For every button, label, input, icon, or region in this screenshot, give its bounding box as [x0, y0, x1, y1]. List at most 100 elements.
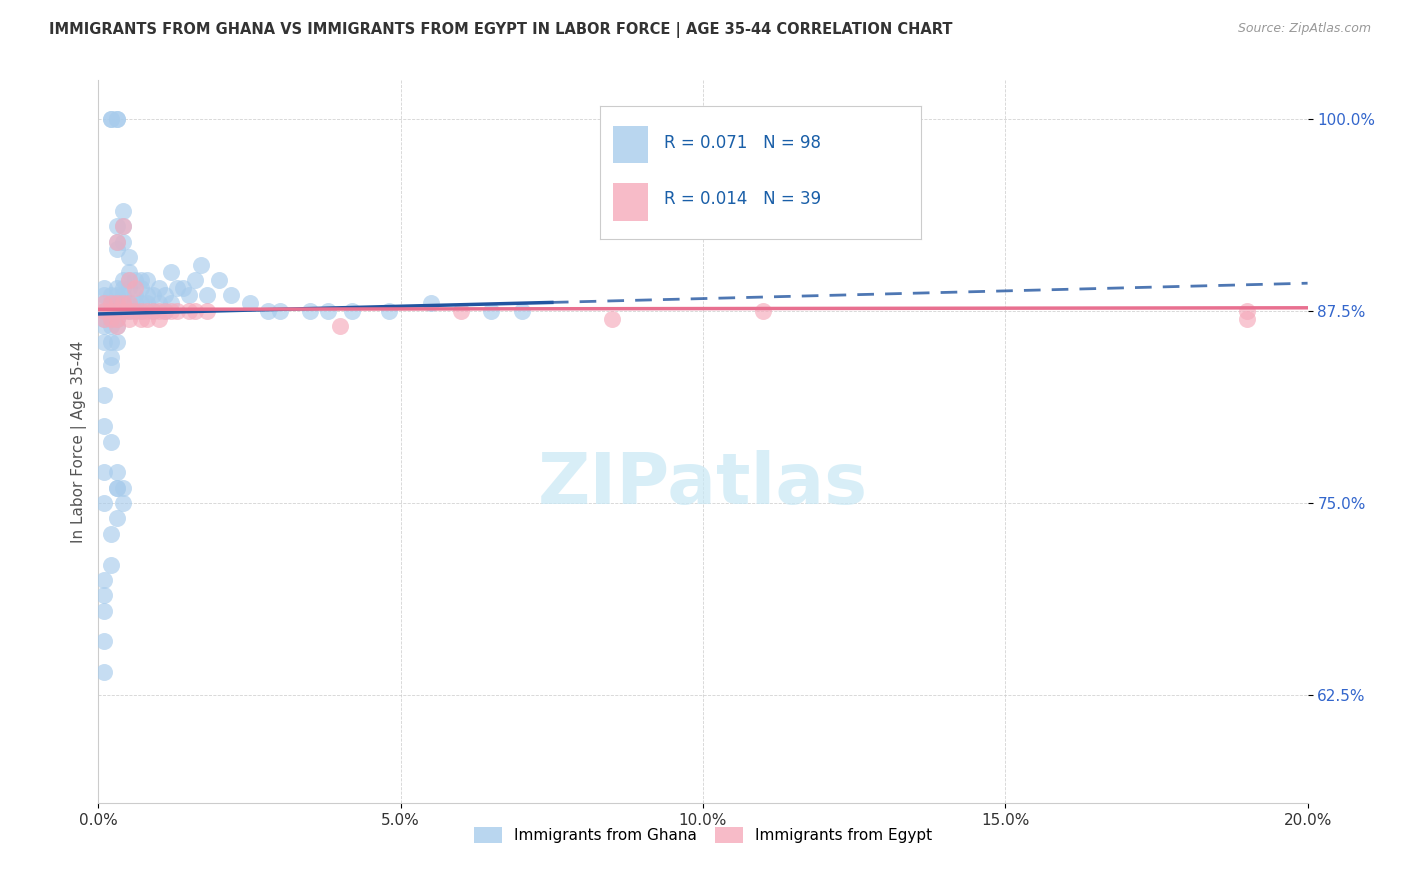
- Point: [142, 304, 165, 318]
- Point: [142, 288, 165, 302]
- Point: [190, 258, 212, 272]
- Point: [105, 288, 128, 302]
- Point: [135, 311, 157, 326]
- Point: [105, 311, 128, 326]
- Point: [100, 526, 122, 541]
- Point: [100, 319, 122, 334]
- Point: [118, 296, 141, 310]
- Point: [111, 481, 134, 495]
- Point: [269, 304, 291, 318]
- Point: [124, 304, 146, 318]
- Point: [148, 296, 170, 310]
- Point: [100, 296, 122, 310]
- Point: [184, 273, 207, 287]
- Point: [93, 334, 115, 349]
- Point: [124, 273, 146, 287]
- Point: [195, 304, 218, 318]
- Point: [111, 235, 134, 249]
- Point: [153, 304, 176, 318]
- Point: [118, 273, 141, 287]
- Point: [100, 358, 122, 372]
- Point: [124, 296, 146, 310]
- Point: [105, 311, 128, 326]
- Point: [93, 281, 115, 295]
- Point: [299, 304, 322, 318]
- Point: [100, 112, 122, 126]
- Point: [111, 219, 134, 234]
- Point: [166, 304, 188, 318]
- Point: [148, 311, 170, 326]
- Point: [124, 288, 146, 302]
- Point: [105, 465, 128, 479]
- Point: [135, 304, 157, 318]
- Point: [93, 604, 115, 618]
- Point: [93, 304, 115, 318]
- Point: [93, 296, 115, 310]
- Point: [93, 573, 115, 587]
- Point: [93, 311, 115, 326]
- Point: [105, 243, 128, 257]
- Point: [118, 304, 141, 318]
- Point: [142, 304, 165, 318]
- Point: [160, 304, 183, 318]
- Point: [93, 665, 115, 680]
- Point: [105, 319, 128, 334]
- Point: [105, 235, 128, 249]
- Point: [153, 304, 176, 318]
- Point: [752, 304, 775, 318]
- Legend: Immigrants from Ghana, Immigrants from Egypt: Immigrants from Ghana, Immigrants from E…: [468, 821, 938, 849]
- Point: [184, 304, 207, 318]
- Point: [129, 304, 152, 318]
- Text: Source: ZipAtlas.com: Source: ZipAtlas.com: [1237, 22, 1371, 36]
- Point: [93, 304, 115, 318]
- Point: [100, 558, 122, 572]
- Point: [329, 319, 352, 334]
- Point: [93, 634, 115, 648]
- Point: [420, 296, 443, 310]
- Point: [450, 304, 472, 318]
- Point: [129, 311, 152, 326]
- Point: [221, 288, 243, 302]
- Point: [179, 288, 201, 302]
- Point: [208, 273, 231, 287]
- Point: [124, 281, 146, 295]
- Point: [129, 304, 152, 318]
- Point: [111, 288, 134, 302]
- Point: [111, 296, 134, 310]
- Point: [256, 304, 278, 318]
- Point: [342, 304, 364, 318]
- Point: [135, 288, 157, 302]
- Y-axis label: In Labor Force | Age 35-44: In Labor Force | Age 35-44: [72, 341, 87, 542]
- Point: [100, 296, 122, 310]
- Point: [105, 281, 128, 295]
- Point: [377, 304, 399, 318]
- Point: [195, 288, 218, 302]
- Point: [135, 273, 157, 287]
- Point: [105, 334, 128, 349]
- Point: [105, 481, 128, 495]
- Point: [105, 319, 128, 334]
- Point: [124, 304, 146, 318]
- Point: [111, 296, 134, 310]
- Point: [166, 281, 188, 295]
- Point: [129, 281, 152, 295]
- Point: [172, 281, 194, 295]
- Point: [179, 304, 201, 318]
- Point: [105, 112, 128, 126]
- Point: [93, 588, 115, 602]
- Point: [93, 311, 115, 326]
- Point: [129, 273, 152, 287]
- Point: [100, 304, 122, 318]
- Point: [93, 319, 115, 334]
- Point: [111, 496, 134, 510]
- Point: [93, 465, 115, 479]
- Point: [93, 496, 115, 510]
- Point: [316, 304, 339, 318]
- Point: [118, 304, 141, 318]
- Point: [105, 481, 128, 495]
- Point: [160, 265, 183, 279]
- Point: [93, 288, 115, 302]
- Point: [100, 304, 122, 318]
- Point: [118, 265, 141, 279]
- Point: [105, 304, 128, 318]
